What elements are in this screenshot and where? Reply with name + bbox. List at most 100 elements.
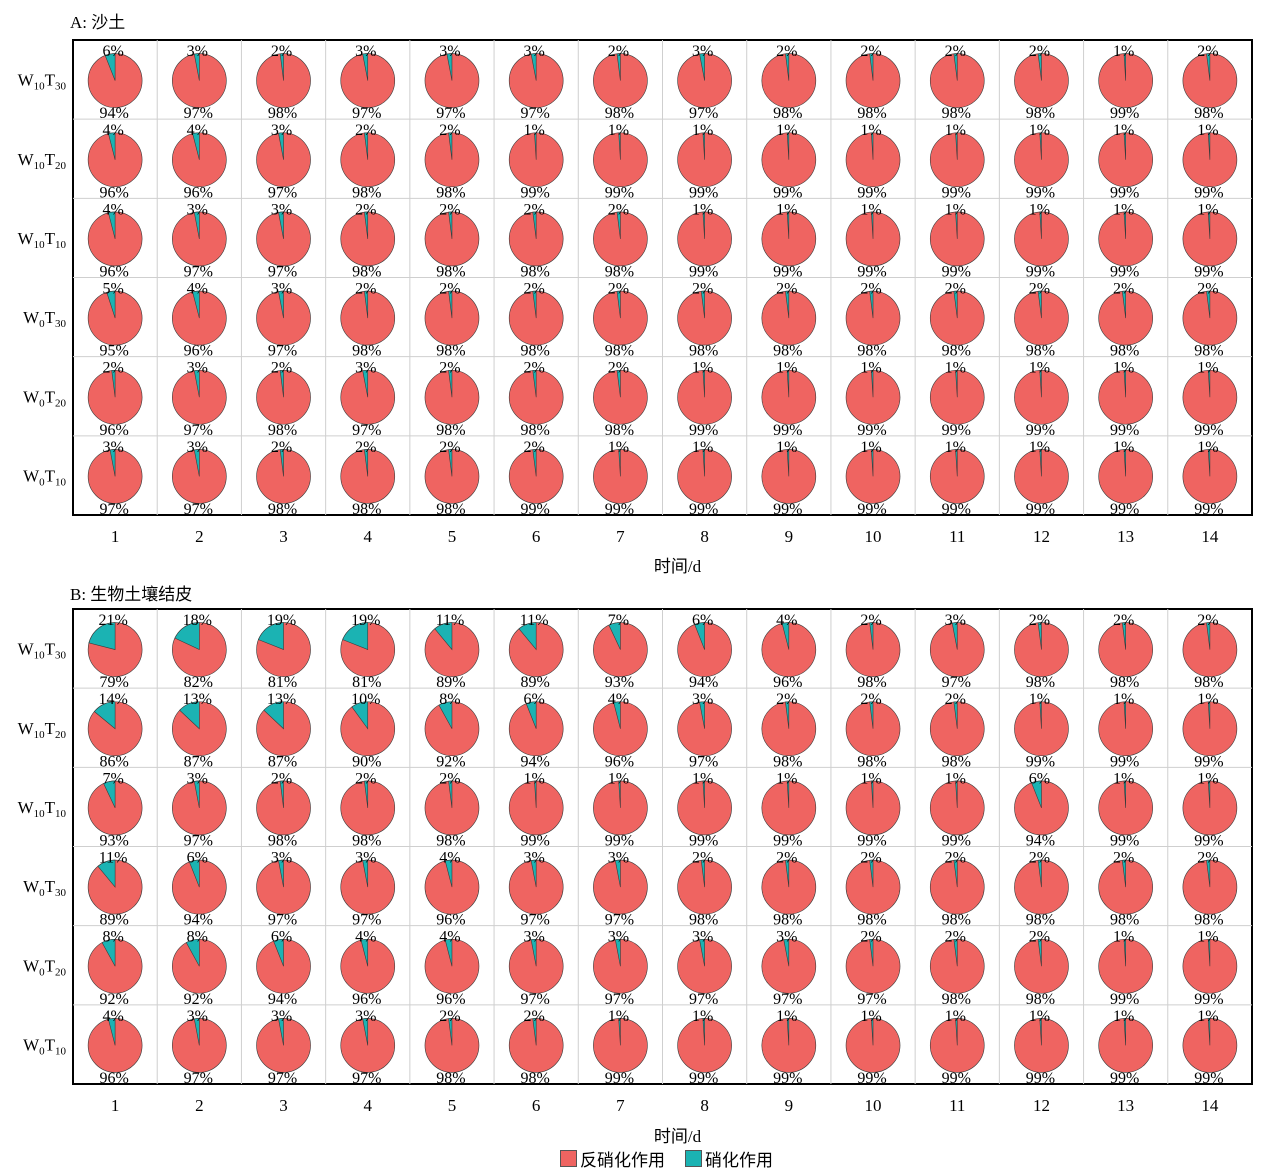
pie-label-denitrification: 97%	[521, 912, 550, 929]
pie-label-denitrification: 89%	[436, 674, 465, 691]
pie-label-denitrification: 99%	[942, 501, 971, 518]
pie-label-nitrification: 6%	[692, 612, 713, 629]
pie-label-denitrification: 98%	[1194, 105, 1223, 122]
x-tick-label: 13	[1117, 1096, 1134, 1115]
row-label: W10T10	[18, 798, 67, 820]
pie-label-nitrification: 2%	[355, 770, 376, 787]
pie-label-nitrification: 2%	[776, 43, 797, 60]
pie-label-denitrification: 99%	[1194, 501, 1223, 518]
pie-label-nitrification: 1%	[945, 201, 966, 218]
pie-label-nitrification: 1%	[1197, 439, 1218, 456]
row-label: W0T30	[23, 877, 66, 899]
pie-label-nitrification: 6%	[1029, 770, 1050, 787]
legend-swatch-denitrification	[560, 1150, 577, 1167]
pie-label-nitrification: 2%	[271, 360, 292, 377]
pie-label-nitrification: 2%	[1197, 850, 1218, 867]
x-tick-label: 7	[616, 527, 625, 546]
row-label: W0T20	[23, 387, 66, 409]
legend-swatch-nitrification	[685, 1150, 702, 1167]
pie-label-denitrification: 98%	[605, 264, 634, 281]
x-tick-label: 9	[785, 1096, 794, 1115]
pie-label-denitrification: 97%	[521, 991, 550, 1008]
pie-label-denitrification: 96%	[184, 343, 213, 360]
pie-label-denitrification: 97%	[184, 422, 213, 439]
pie-label-nitrification: 1%	[1113, 439, 1134, 456]
x-tick-label: 14	[1201, 527, 1219, 546]
legend-item-denitrification: 反硝化作用	[560, 1146, 665, 1171]
pie-label-nitrification: 1%	[945, 122, 966, 139]
pie-label-denitrification: 99%	[857, 833, 886, 850]
pie-label-nitrification: 2%	[1029, 929, 1050, 946]
pie-label-denitrification: 97%	[689, 991, 718, 1008]
pie-label-denitrification: 98%	[436, 184, 465, 201]
pie-label-nitrification: 11%	[436, 612, 465, 629]
pie-label-denitrification: 96%	[99, 1070, 128, 1087]
pie-label-denitrification: 86%	[99, 753, 128, 770]
pie-label-denitrification: 99%	[1110, 501, 1139, 518]
pie-label-denitrification: 99%	[1110, 991, 1139, 1008]
pie-label-denitrification: 99%	[689, 501, 718, 518]
pie-label-denitrification: 98%	[436, 1070, 465, 1087]
pie-label-nitrification: 1%	[692, 360, 713, 377]
pie-label-nitrification: 3%	[187, 439, 208, 456]
pie-label-nitrification: 1%	[1197, 1008, 1218, 1025]
pie-label-nitrification: 1%	[608, 1008, 629, 1025]
pie-label-denitrification: 98%	[352, 184, 381, 201]
pie-label-nitrification: 3%	[187, 770, 208, 787]
pie-label-nitrification: 1%	[608, 770, 629, 787]
pie-label-denitrification: 97%	[521, 105, 550, 122]
pie-label-nitrification: 21%	[98, 612, 127, 629]
pie-label-denitrification: 96%	[436, 991, 465, 1008]
pie-label-denitrification: 99%	[521, 184, 550, 201]
pie-label-nitrification: 2%	[355, 439, 376, 456]
pie-label-denitrification: 87%	[268, 753, 297, 770]
pie-label-denitrification: 98%	[1026, 105, 1055, 122]
pie-label-nitrification: 3%	[271, 122, 292, 139]
x-tick-label: 2	[195, 1096, 204, 1115]
pie-label-denitrification: 99%	[605, 833, 634, 850]
pie-label-denitrification: 99%	[1110, 264, 1139, 281]
pie-label-nitrification: 1%	[860, 439, 881, 456]
pie-label-nitrification: 3%	[187, 360, 208, 377]
pie-label-nitrification: 2%	[524, 1008, 545, 1025]
pie-label-nitrification: 2%	[524, 360, 545, 377]
pie-label-nitrification: 2%	[776, 281, 797, 298]
pie-label-nitrification: 8%	[187, 929, 208, 946]
pie-label-denitrification: 93%	[99, 833, 128, 850]
pie-label-denitrification: 99%	[1026, 422, 1055, 439]
pie-label-nitrification: 6%	[271, 929, 292, 946]
pie-label-denitrification: 99%	[1026, 753, 1055, 770]
pie-label-nitrification: 2%	[1197, 281, 1218, 298]
pie-label-denitrification: 94%	[184, 912, 213, 929]
pie-label-nitrification: 4%	[102, 122, 123, 139]
pie-label-nitrification: 1%	[1029, 1008, 1050, 1025]
pie-label-nitrification: 3%	[102, 439, 123, 456]
pie-label-denitrification: 98%	[942, 105, 971, 122]
pie-label-denitrification: 99%	[521, 501, 550, 518]
pie-label-nitrification: 3%	[271, 1008, 292, 1025]
pie-label-denitrification: 98%	[857, 674, 886, 691]
pie-label-nitrification: 7%	[608, 612, 629, 629]
pie-label-nitrification: 1%	[1113, 1008, 1134, 1025]
pie-label-denitrification: 98%	[1026, 343, 1055, 360]
pie-label-nitrification: 7%	[102, 770, 123, 787]
pie-label-denitrification: 97%	[689, 753, 718, 770]
pie-label-nitrification: 1%	[608, 122, 629, 139]
pie-label-nitrification: 2%	[439, 201, 460, 218]
pie-label-denitrification: 98%	[352, 833, 381, 850]
pie-label-nitrification: 2%	[271, 770, 292, 787]
pie-label-nitrification: 1%	[1113, 770, 1134, 787]
pie-label-nitrification: 3%	[355, 43, 376, 60]
x-tick-label: 10	[865, 1096, 882, 1115]
pie-label-nitrification: 1%	[860, 201, 881, 218]
x-tick-label: 1	[111, 527, 120, 546]
pie-label-nitrification: 2%	[860, 612, 881, 629]
pie-label-nitrification: 2%	[524, 439, 545, 456]
pie-label-denitrification: 98%	[605, 343, 634, 360]
x-tick-label: 5	[448, 527, 457, 546]
pie-label-denitrification: 99%	[689, 422, 718, 439]
x-tick-label: 11	[949, 527, 965, 546]
pie-label-nitrification: 3%	[692, 691, 713, 708]
pie-label-denitrification: 98%	[857, 912, 886, 929]
pie-label-nitrification: 2%	[355, 201, 376, 218]
